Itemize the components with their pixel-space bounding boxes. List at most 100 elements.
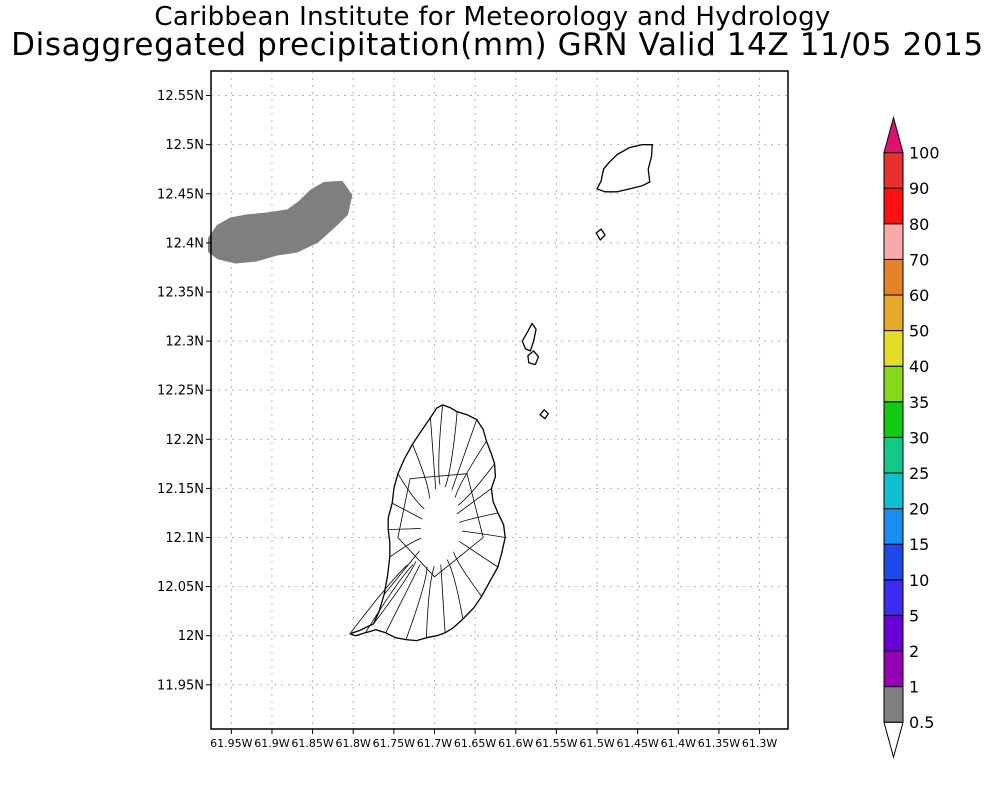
inland-boundary bbox=[397, 473, 484, 578]
watershed-boundary bbox=[373, 561, 417, 625]
y-tick-label: 12.25N bbox=[157, 384, 204, 399]
colorbar-label: 2 bbox=[909, 642, 919, 661]
colorbar-swatch bbox=[883, 294, 904, 332]
island-outline bbox=[595, 228, 606, 241]
colorbar-swatch bbox=[883, 258, 904, 296]
watershed-boundary bbox=[454, 440, 487, 498]
colorbar-label: 5 bbox=[909, 606, 919, 625]
watershed-boundary bbox=[457, 463, 495, 506]
y-tick-label: 12.4N bbox=[165, 236, 204, 251]
colorbar-swatch bbox=[883, 223, 904, 260]
colorbar-swatch bbox=[883, 436, 904, 474]
chart-title-line1: Caribbean Institute for Meteorology and … bbox=[154, 2, 831, 32]
y-tick-label: 12.05N bbox=[157, 580, 204, 595]
x-tick-label: 61.55W bbox=[535, 737, 577, 750]
watershed-boundary bbox=[388, 528, 421, 530]
precip-area bbox=[208, 180, 353, 264]
x-axis-ticks: 61.95W 61.9W 61.85W 61.8W 61.75W 61.7W 61.65W 6… bbox=[210, 729, 777, 750]
watershed-boundary bbox=[412, 444, 430, 499]
y-tick-label: 12.35N bbox=[157, 285, 204, 300]
colorbar-label: 1 bbox=[909, 678, 919, 697]
watershed-boundary bbox=[397, 473, 425, 510]
colorbar-label: 70 bbox=[909, 250, 929, 269]
colorbar-label: 20 bbox=[909, 500, 929, 519]
colorbar-high-arrow bbox=[883, 115, 904, 154]
map-frame-bg bbox=[211, 71, 788, 729]
watershed-boundary bbox=[440, 564, 446, 633]
watershed-boundary bbox=[405, 566, 428, 640]
x-tick-label: 61.4W bbox=[661, 737, 696, 750]
y-axis-ticks: 11.95N 12N 12.05N 12.1N 12.15N 12.2N 12.25N 12.… bbox=[157, 89, 211, 693]
island-outline bbox=[539, 409, 549, 420]
colorbar-swatch bbox=[883, 472, 904, 510]
precip-areas bbox=[208, 180, 353, 264]
watershed-boundary bbox=[389, 537, 422, 558]
x-tick-label: 61.35W bbox=[698, 737, 740, 750]
watershed-boundary bbox=[453, 551, 482, 597]
watershed-boundary bbox=[446, 559, 464, 620]
watershed-boundary bbox=[383, 550, 420, 595]
x-tick-label: 61.8W bbox=[336, 737, 371, 750]
watershed-boundary bbox=[456, 488, 492, 515]
colorbar-swatch bbox=[883, 508, 904, 545]
y-tick-label: 12.15N bbox=[157, 482, 204, 497]
colorbar-swatch bbox=[883, 401, 904, 438]
y-tick-label: 12.3N bbox=[165, 335, 204, 350]
island-outline bbox=[527, 350, 540, 366]
x-tick-label: 61.85W bbox=[291, 737, 333, 750]
colorbar-label: 25 bbox=[909, 464, 929, 483]
colorbar-label: 100 bbox=[909, 144, 940, 163]
x-tick-label: 61.65W bbox=[454, 737, 496, 750]
colorbar-label: 10 bbox=[909, 571, 929, 590]
watershed-boundary bbox=[438, 404, 443, 485]
y-tick-label: 12.5N bbox=[165, 138, 204, 153]
watershed-boundary bbox=[430, 417, 437, 490]
watershed-boundary bbox=[385, 564, 421, 633]
x-tick-label: 61.45W bbox=[616, 737, 658, 750]
watershed-boundary bbox=[444, 411, 458, 488]
island-outline bbox=[521, 322, 537, 352]
x-tick-label: 61.95W bbox=[210, 737, 252, 750]
colorbar-label: 80 bbox=[909, 215, 929, 234]
y-tick-label: 12.2N bbox=[165, 433, 204, 448]
colorbar-swatch bbox=[883, 543, 904, 581]
watershed-boundary bbox=[365, 564, 414, 634]
island-outline bbox=[596, 144, 653, 193]
watershed-boundary bbox=[426, 566, 435, 638]
colorbar-label: 90 bbox=[909, 179, 929, 198]
watershed-boundary bbox=[451, 419, 478, 491]
colorbar-label: 0.5 bbox=[909, 713, 934, 732]
island-outline bbox=[349, 404, 506, 642]
colorbar-label: 15 bbox=[909, 535, 929, 554]
colorbar-swatch bbox=[883, 650, 904, 688]
y-tick-label: 12N bbox=[178, 629, 204, 644]
colorbar-swatch bbox=[883, 614, 904, 652]
watershed-boundary bbox=[461, 530, 506, 538]
x-tick-label: 61.3W bbox=[742, 737, 777, 750]
watershed-boundary bbox=[459, 512, 498, 523]
x-tick-label: 61.9W bbox=[254, 737, 289, 750]
watershed-boundary bbox=[349, 564, 408, 634]
map-frame bbox=[210, 70, 789, 730]
y-tick-label: 12.55N bbox=[157, 89, 204, 104]
y-tick-label: 12.1N bbox=[165, 531, 204, 546]
colorbar-swatch bbox=[883, 686, 904, 723]
y-tick-label: 12.45N bbox=[157, 187, 204, 202]
x-tick-label: 61.5W bbox=[579, 737, 614, 750]
colorbar-label: 40 bbox=[909, 357, 929, 376]
colorbar-label: 30 bbox=[909, 428, 929, 447]
island-outlines bbox=[349, 144, 653, 642]
watershed-boundary bbox=[392, 502, 423, 520]
colorbar-label: 60 bbox=[909, 286, 929, 305]
colorbar-swatch bbox=[883, 365, 904, 403]
watershed-boundary bbox=[459, 541, 499, 568]
x-tick-label: 61.75W bbox=[373, 737, 415, 750]
colorbar-swatch bbox=[883, 579, 904, 616]
x-tick-label: 61.6W bbox=[498, 737, 533, 750]
colorbar-swatch bbox=[883, 152, 904, 189]
colorbar-label: 50 bbox=[909, 322, 929, 341]
colorbar-swatch bbox=[883, 330, 904, 367]
colorbar-label: 35 bbox=[909, 393, 929, 412]
